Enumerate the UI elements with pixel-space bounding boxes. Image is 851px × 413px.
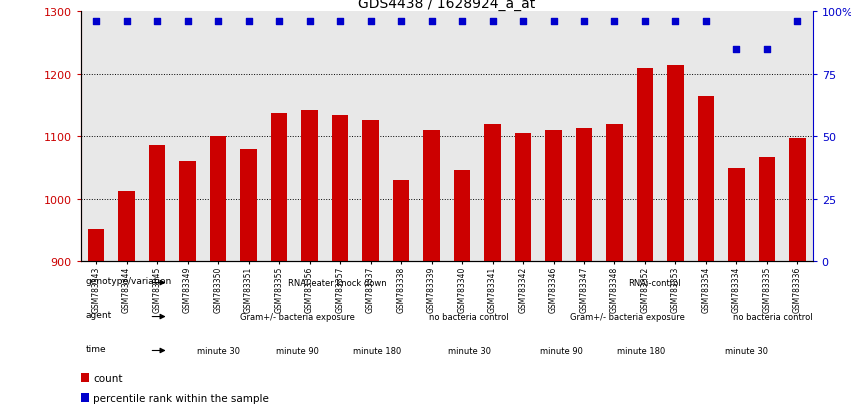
Text: minute 180: minute 180 <box>352 346 401 355</box>
Point <box>363 19 377 26</box>
Bar <box>575 129 592 262</box>
Bar <box>758 158 775 262</box>
Text: genotype/variation: genotype/variation <box>86 277 172 286</box>
Bar <box>606 125 623 262</box>
Text: RNAi-control: RNAi-control <box>628 278 681 287</box>
Bar <box>332 115 348 262</box>
Bar <box>392 181 409 262</box>
Point <box>180 19 194 26</box>
Point <box>577 19 591 26</box>
Text: minute 30: minute 30 <box>725 346 768 355</box>
Text: agent: agent <box>86 311 111 320</box>
Point <box>455 19 469 26</box>
Point <box>394 19 408 26</box>
Text: minute 30: minute 30 <box>448 346 491 355</box>
Point <box>120 19 134 26</box>
Text: time: time <box>86 344 106 354</box>
Bar <box>637 69 654 262</box>
Bar <box>88 229 105 262</box>
Point <box>303 19 317 26</box>
Title: GDS4438 / 1628924_a_at: GDS4438 / 1628924_a_at <box>358 0 535 12</box>
FancyBboxPatch shape <box>81 373 89 382</box>
Text: minute 180: minute 180 <box>617 346 665 355</box>
Text: count: count <box>94 373 123 383</box>
Bar <box>515 134 531 262</box>
Text: Gram+/- bacteria exposure: Gram+/- bacteria exposure <box>240 312 355 321</box>
Bar <box>545 131 562 262</box>
FancyBboxPatch shape <box>81 393 89 402</box>
Point <box>211 19 225 26</box>
Point <box>608 19 621 26</box>
Bar <box>301 110 318 262</box>
Text: RNAi-eater knock down: RNAi-eater knock down <box>288 278 386 287</box>
Point <box>638 19 652 26</box>
Bar <box>149 145 165 262</box>
Point <box>669 19 683 26</box>
Point <box>729 47 743 53</box>
Point <box>242 19 255 26</box>
Point <box>700 19 713 26</box>
Bar <box>484 125 501 262</box>
Point <box>334 19 347 26</box>
Bar <box>698 97 714 262</box>
Bar <box>728 169 745 262</box>
Bar <box>209 137 226 262</box>
Bar <box>271 114 288 262</box>
Point <box>517 19 530 26</box>
Text: no bacteria control: no bacteria control <box>430 312 509 321</box>
Text: Gram+/- bacteria exposure: Gram+/- bacteria exposure <box>570 312 685 321</box>
Bar <box>363 120 379 262</box>
Text: minute 30: minute 30 <box>197 346 240 355</box>
Point <box>486 19 500 26</box>
Point <box>791 19 804 26</box>
Text: minute 90: minute 90 <box>540 346 583 355</box>
Point <box>546 19 560 26</box>
Point <box>151 19 164 26</box>
Text: percentile rank within the sample: percentile rank within the sample <box>94 393 270 403</box>
Bar <box>240 150 257 262</box>
Point <box>89 19 103 26</box>
Bar <box>667 65 684 262</box>
Bar <box>789 139 806 262</box>
Bar <box>423 131 440 262</box>
Bar <box>118 192 135 262</box>
Point <box>272 19 286 26</box>
Bar <box>180 162 196 262</box>
Text: minute 90: minute 90 <box>276 346 319 355</box>
Text: no bacteria control: no bacteria control <box>734 312 813 321</box>
Point <box>425 19 438 26</box>
Bar <box>454 170 471 262</box>
Point <box>760 47 774 53</box>
